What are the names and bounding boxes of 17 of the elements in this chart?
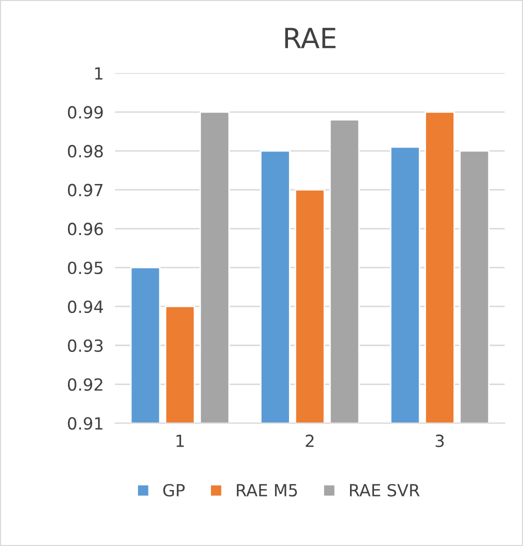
y-tick-label: 0.98 — [68, 144, 103, 158]
y-tick-label: 0.94 — [68, 300, 104, 314]
y-tick-label: 1 — [95, 67, 102, 80]
y-tick-label: 0.92 — [68, 378, 102, 391]
x-tick-label: 3 — [436, 434, 444, 448]
y-tick-label: 0.96 — [68, 222, 103, 236]
legend-label: RAE SVR — [350, 484, 420, 497]
y-tick-label: 0.95 — [68, 262, 102, 274]
y-tick-label: 0.97 — [68, 184, 103, 196]
y-tick-label: 0.93 — [68, 339, 103, 352]
x-tick-label: 1 — [176, 434, 184, 447]
y-tick-label: 0.91 — [68, 417, 102, 430]
y-tick-label: 0.99 — [68, 106, 103, 119]
chart-title: RAE — [285, 28, 336, 48]
x-tick-label: 2 — [306, 434, 314, 447]
legend-label: RAE M5 — [236, 484, 297, 497]
legend-label: GP — [163, 484, 185, 497]
